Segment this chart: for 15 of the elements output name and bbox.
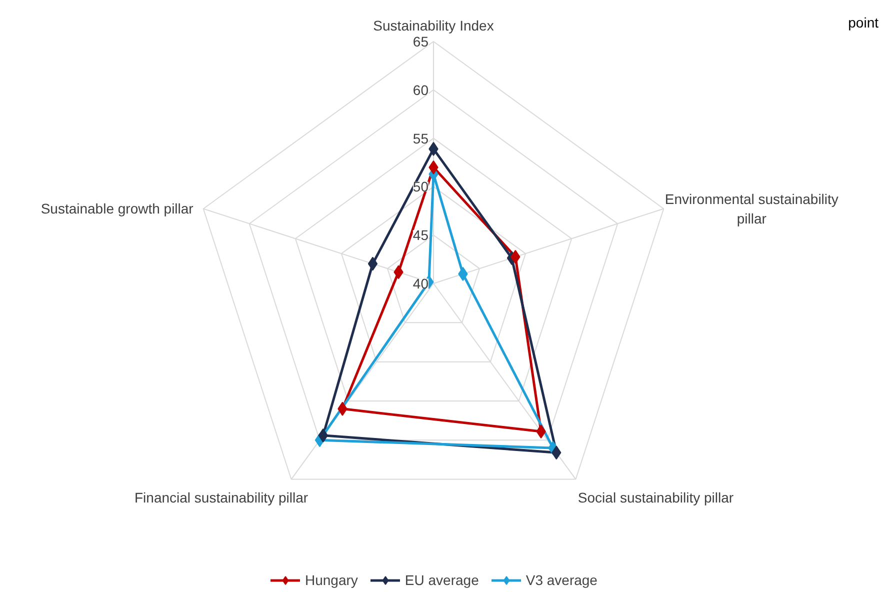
spoke-label: Sustainable growth pillar	[40, 200, 194, 217]
text: point	[848, 14, 879, 30]
y-tick-label: 40	[412, 276, 429, 292]
y-tick-label: 50	[412, 178, 429, 195]
spoke-label: Sustainability Index	[373, 18, 494, 34]
spoke-label: Environmental sustainability pillar	[664, 191, 838, 226]
spoke-label: Financial sustainability pillar	[134, 489, 308, 506]
legend-label: EU average	[404, 572, 479, 588]
y-tick-label: 55	[412, 130, 429, 146]
y-tick-label: 45	[412, 227, 429, 244]
y-tick-label: 60	[412, 82, 429, 98]
legend-label: Hungary	[305, 572, 358, 588]
y-tick-label: 65	[412, 34, 429, 50]
spoke-label: Social sustainability pillar	[578, 489, 734, 506]
legend-label: V3 average	[526, 572, 598, 588]
